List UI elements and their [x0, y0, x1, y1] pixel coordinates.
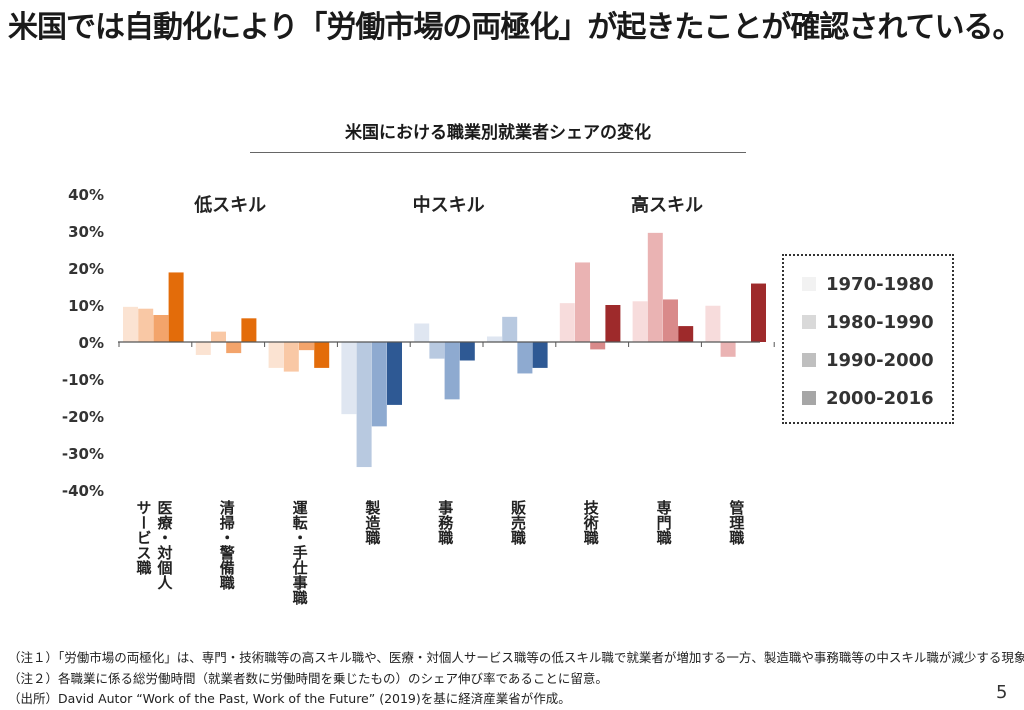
bar — [168, 272, 184, 342]
y-tick-label: 20% — [68, 260, 104, 278]
y-tick-label: 30% — [68, 223, 104, 241]
footnote-1: （注１）「労働市場の両極化」は、専門・技術職等の高スキル職や、医療・対個人サービ… — [8, 650, 1024, 665]
bar — [532, 342, 548, 368]
y-tick-label: -20% — [62, 408, 104, 426]
footnotes: （注１）「労働市場の両極化」は、専門・技術職等の高スキル職や、医療・対個人サービ… — [8, 648, 1024, 710]
bar — [195, 342, 211, 355]
bar — [123, 306, 138, 342]
bar — [663, 299, 678, 342]
bar — [153, 314, 169, 342]
category-label: 事務職 — [436, 499, 454, 546]
bar — [678, 326, 694, 342]
bar — [226, 342, 242, 354]
bar — [720, 342, 736, 357]
y-tick-label: 10% — [68, 297, 104, 315]
legend-label-2000-2016: 2000-2016 — [826, 387, 934, 409]
category-label: 医療・対個人 — [156, 500, 174, 590]
category-label: 製造職 — [363, 499, 381, 546]
page-headline: 米国では自動化により「労働市場の両極化」が起きたことが確認されている。 — [8, 10, 1023, 45]
group-label: 高スキル — [631, 194, 703, 216]
bar — [314, 342, 330, 368]
bar — [356, 342, 372, 468]
legend-swatch-1990-2000 — [802, 353, 816, 367]
bar — [387, 342, 402, 405]
y-tick-label: 0% — [79, 334, 104, 352]
footnote-2: （注２）各職業に係る総労働時間（就業者数に労働時間を乗じたもの）のシェア伸び率で… — [8, 670, 608, 686]
legend-item-1970-1980: 1970-1980 — [802, 272, 934, 296]
bar — [371, 342, 387, 427]
bar — [605, 305, 621, 342]
bar — [559, 303, 575, 342]
y-tick-label: -40% — [62, 482, 104, 500]
chart-legend: 1970-1980 1980-1990 1990-2000 2000-2016 — [782, 254, 954, 424]
legend-label-1990-2000: 1990-2000 — [826, 349, 934, 371]
bar — [632, 301, 648, 342]
bar — [283, 342, 299, 372]
legend-swatch-2000-2016 — [802, 391, 816, 405]
bar — [241, 318, 257, 342]
bar — [751, 283, 766, 342]
chart-title: 米国における職業別就業者シェアの変化 — [345, 123, 651, 143]
legend-item-2000-2016: 2000-2016 — [802, 386, 934, 410]
bar — [299, 342, 314, 351]
bar — [517, 342, 533, 374]
bar — [211, 331, 226, 342]
category-label: 技術職 — [582, 499, 600, 546]
bar — [138, 308, 154, 342]
bar — [444, 342, 460, 400]
bar — [459, 342, 475, 361]
legend-swatch-1980-1990 — [802, 315, 816, 329]
bar — [705, 305, 721, 342]
legend-swatch-1970-1980 — [802, 277, 816, 291]
source-note: （出所）David Autor “Work of the Past, Work … — [8, 691, 571, 706]
bar — [590, 342, 606, 350]
category-label: 運転・手仕事職 — [291, 500, 309, 606]
chart-title-rule — [250, 152, 746, 153]
y-tick-label: -10% — [62, 371, 104, 389]
category-label: 管理職 — [727, 499, 745, 546]
bar — [341, 342, 357, 415]
bar — [268, 342, 284, 368]
legend-item-1980-1990: 1980-1990 — [802, 310, 934, 334]
legend-label-1980-1990: 1980-1990 — [826, 311, 934, 333]
group-label: 低スキル — [193, 194, 266, 216]
bar — [575, 262, 590, 342]
y-tick-label: -30% — [62, 445, 104, 463]
bar — [647, 232, 663, 342]
category-label: 販売職 — [509, 499, 527, 546]
bar — [414, 323, 430, 342]
bar — [429, 342, 445, 359]
category-label: 清掃・警備職 — [218, 499, 236, 591]
bar — [487, 336, 502, 342]
bar-chart: 40% 30% 20% 10% 0% -10% -20% -30% -40% 低スキル 中スキル 高ス… — [62, 186, 775, 606]
y-tick-label: 40% — [68, 186, 104, 204]
legend-label-1970-1980: 1970-1980 — [826, 273, 934, 295]
group-label: 中スキル — [413, 194, 485, 216]
bar — [502, 316, 518, 342]
page-number: 5 — [996, 682, 1008, 703]
legend-item-1990-2000: 1990-2000 — [802, 348, 934, 372]
category-label: 専門職 — [655, 499, 673, 546]
category-label: サービス職 — [135, 500, 153, 576]
